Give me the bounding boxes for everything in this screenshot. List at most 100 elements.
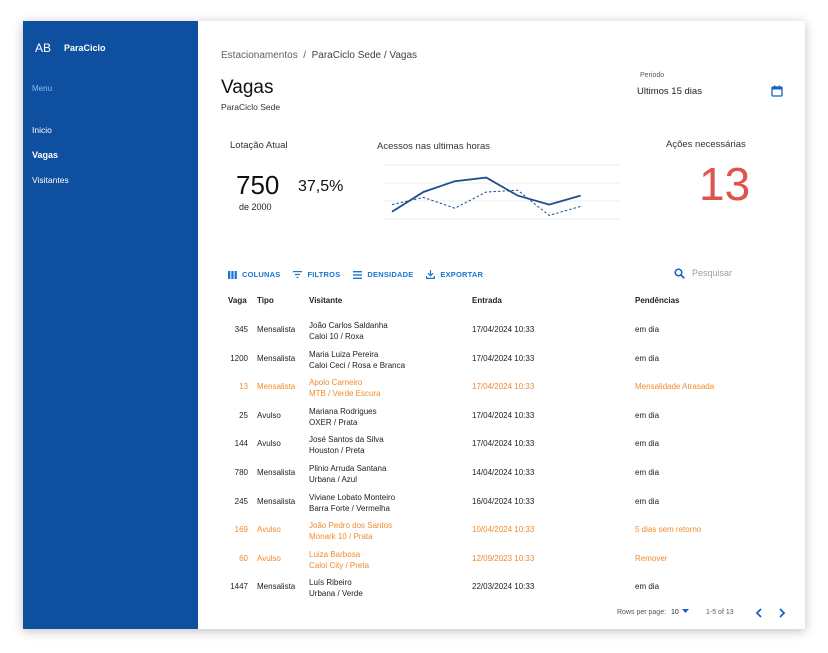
table-row[interactable]: 25 Avulso Mariana Rodrigues OXER / Prata 17/… (198, 407, 805, 439)
table-row[interactable]: 1447 Mensalista Luís Ribeiro Urbana / Verde… (198, 578, 805, 610)
cell-pendencias: em dia (635, 353, 660, 363)
chevron-right-icon (779, 608, 786, 618)
sidebar-item-visitantes[interactable]: Visitantes (32, 175, 69, 185)
next-page-button[interactable] (778, 608, 786, 620)
brand: AB ParaCiclo (35, 41, 106, 55)
header-tipo[interactable]: Tipo (257, 296, 274, 305)
cell-tipo: Mensalista (257, 468, 296, 477)
sidebar-nav: Inicio Vagas Visitantes (32, 125, 69, 200)
menu-label[interactable]: Menu (32, 84, 53, 93)
columns-button[interactable]: COLUNAS (228, 270, 280, 279)
cell-entrada: 17/04/2024 10:33 (472, 439, 535, 449)
cell-visitante: Apolo Carneiro MTB / Verde Escura (309, 377, 381, 399)
table-row[interactable]: 169 Avulso João Pedro dos Santos Monark 10 … (198, 521, 805, 553)
table-row[interactable]: 780 Mensalista Plinio Arruda Santana Urbana… (198, 464, 805, 496)
prev-page-button[interactable] (755, 608, 763, 620)
grid-toolbar: COLUNAS FILTROS DENSIDADE EXPORTAR (228, 270, 496, 279)
sidebar-item-vagas[interactable]: Vagas (32, 150, 59, 160)
header-entrada[interactable]: Entrada (472, 296, 502, 305)
cell-pendencias: em dia (635, 325, 660, 334)
rows-per-page-value: 10 (671, 609, 679, 616)
table-row[interactable]: 1200 Mensalista Maria Luiza Pereira Caloi C… (198, 350, 805, 382)
visitor-name: Viviane Lobato Monteiro (309, 492, 396, 502)
visitor-name: Luís Ribeiro (309, 578, 352, 588)
cell-entrada: 16/04/2024 10:33 (472, 496, 535, 506)
cell-tipo: Avulso (257, 410, 281, 420)
export-button[interactable]: EXPORTAR (426, 270, 483, 279)
cell-vaga: 345 (234, 325, 248, 334)
visitor-name: Maria Luiza Pereira (309, 349, 379, 359)
cell-pendencias: em dia (635, 468, 660, 477)
visitor-name: Luiza Barbosa (309, 549, 361, 559)
table-row[interactable]: 245 Mensalista Viviane Lobato Monteiro Barr… (198, 493, 805, 525)
table-row[interactable]: 144 Avulso José Santos da Silva Houston / P… (198, 435, 805, 467)
chart-series-line-2 (391, 189, 581, 216)
search-box (674, 267, 754, 279)
cell-tipo: Mensalista (257, 353, 296, 363)
density-icon (353, 270, 363, 279)
filters-button[interactable]: FILTROS (293, 270, 340, 279)
visitor-bike: Urbana / Azul (309, 475, 358, 484)
sidebar-item-inicio[interactable]: Inicio (32, 125, 52, 135)
visitor-bike: MTB / Verde Escura (309, 389, 381, 399)
cell-vaga: 245 (234, 496, 248, 506)
page-subtitle: ParaCiclo Sede (221, 102, 281, 112)
cell-visitante: Maria Luiza Pereira Caloi Ceci / Rosa e B… (309, 349, 405, 371)
visitor-bike: Caloi 10 / Roxa (309, 332, 364, 341)
cell-tipo: Mensalista (257, 382, 296, 392)
cell-pendencias: Mensalidade Atrasada (635, 382, 715, 392)
search-input[interactable] (690, 267, 754, 279)
cell-tipo: Avulso (257, 439, 281, 449)
cell-pendencias: em dia (635, 582, 660, 592)
visitor-bike: Monark 10 / Prata (309, 532, 373, 542)
table-row[interactable]: 345 Mensalista João Carlos Saldanha Caloi 1… (198, 321, 805, 353)
cell-entrada: 22/03/2024 10:33 (472, 582, 535, 592)
cell-vaga: 1200 (230, 353, 248, 363)
cell-vaga: 144 (234, 439, 248, 449)
cell-entrada: 17/04/2024 10:33 (472, 325, 535, 334)
visitor-name: João Carlos Saldanha (309, 321, 388, 330)
avatar: AB (35, 41, 52, 55)
period-select[interactable]: Ultimos 15 dias (637, 86, 702, 97)
main-content: Estacionamentos / ParaCiclo Sede / Vagas… (198, 21, 805, 629)
cell-pendencias: em dia (635, 496, 660, 506)
acoes-label: Ações necessárias (666, 139, 746, 150)
header-vaga[interactable]: Vaga (228, 296, 247, 305)
lotacao-total: de 2000 (239, 202, 272, 212)
header-visitante[interactable]: Visitante (309, 296, 343, 305)
cell-tipo: Mensalista (257, 496, 296, 506)
filter-icon (293, 271, 303, 278)
cell-vaga: 13 (239, 382, 248, 392)
cell-visitante: Plinio Arruda Santana Urbana / Azul (309, 463, 386, 485)
columns-icon (228, 270, 237, 279)
chart-series-line-1 (391, 176, 581, 213)
cell-visitante: José Santos da Silva Houston / Preta (309, 434, 384, 456)
cell-entrada: 12/09/2023 10:33 (472, 553, 535, 563)
header-pendencias[interactable]: Pendências (635, 296, 680, 305)
breadcrumb: Estacionamentos / ParaCiclo Sede / Vagas (221, 50, 417, 61)
cell-visitante: Mariana Rodrigues OXER / Prata (309, 406, 377, 428)
period-label: Periodo (640, 72, 665, 79)
visitor-bike: Caloi City / Preta (309, 560, 370, 570)
sidebar: AB ParaCiclo Menu Inicio Vagas Visitante… (23, 21, 198, 629)
acessos-chart (384, 164, 620, 220)
caret-down-icon (681, 609, 689, 613)
download-icon (426, 270, 436, 279)
cell-tipo: Avulso (257, 553, 281, 563)
cell-entrada: 17/04/2024 10:33 (472, 353, 535, 363)
calendar-icon[interactable] (771, 85, 783, 97)
breadcrumb-parent[interactable]: Estacionamentos / (221, 50, 312, 61)
cell-visitante: Luís Ribeiro Urbana / Verde (309, 577, 363, 599)
breadcrumb-current: ParaCiclo Sede / Vagas (311, 50, 418, 61)
rows-per-page-select[interactable]: 10 (671, 609, 689, 616)
cell-visitante: João Pedro dos Santos Monark 10 / Prata (309, 520, 392, 542)
visitor-bike: OXER / Prata (309, 417, 358, 427)
app-window: AB ParaCiclo Menu Inicio Vagas Visitante… (23, 21, 805, 629)
density-button[interactable]: DENSIDADE (353, 270, 413, 279)
cell-vaga: 60 (239, 553, 248, 563)
table-row[interactable]: 13 Mensalista Apolo Carneiro MTB / Verde Es… (198, 378, 805, 410)
page-title: Vagas (221, 77, 274, 98)
cell-tipo: Mensalista (257, 325, 296, 334)
table-row[interactable]: 60 Avulso Luiza Barbosa Caloi City / Preta 1… (198, 550, 805, 582)
cell-vaga: 25 (239, 410, 248, 420)
